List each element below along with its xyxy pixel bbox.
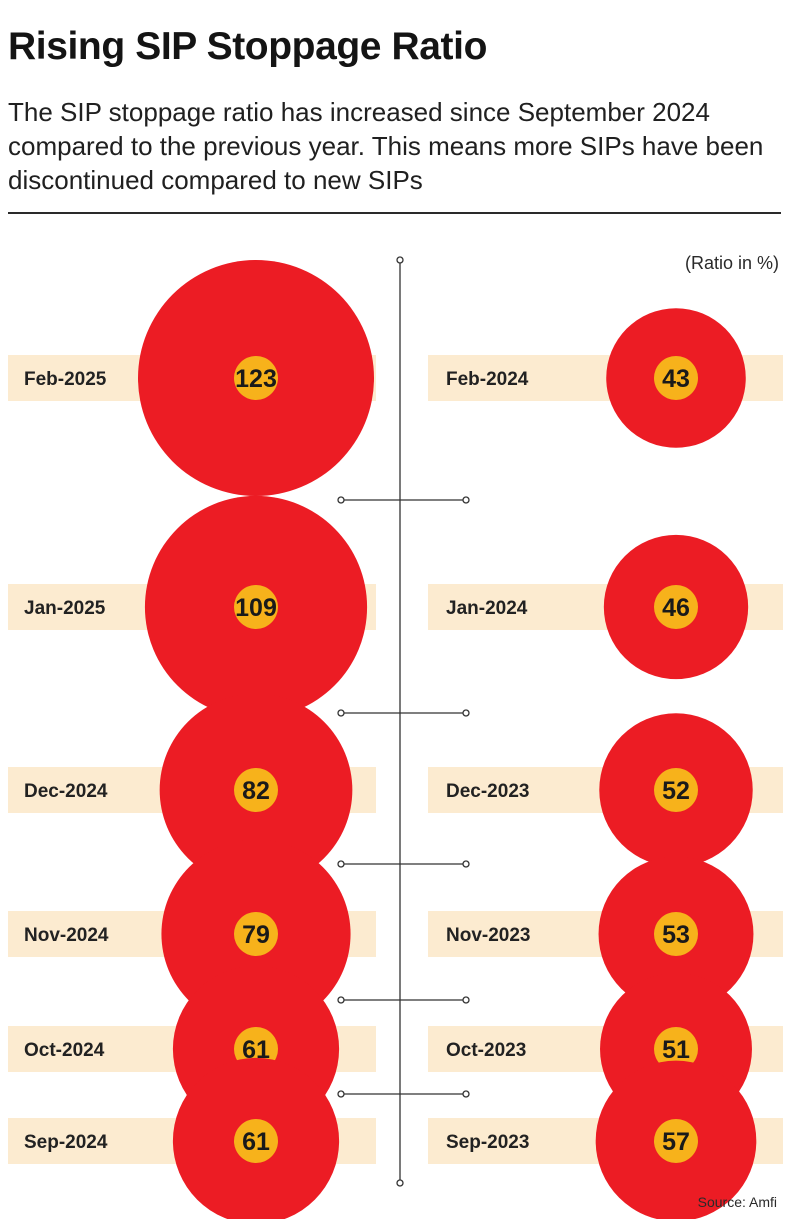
previous-year-value-disc: [654, 912, 698, 956]
current-year-month-label: Sep-2024: [24, 1132, 108, 1153]
current-year-value-disc: [234, 585, 278, 629]
current-year-month-label: Nov-2024: [24, 925, 109, 946]
separator-dot: [337, 996, 345, 1004]
previous-year-month-label: Jan-2024: [446, 598, 528, 619]
current-year-value-label: 61: [242, 1128, 270, 1156]
separator-dot: [462, 996, 470, 1004]
previous-year-month-label: Feb-2024: [446, 369, 529, 390]
current-year-value-disc: [234, 768, 278, 812]
source-note: Source: Amfi: [697, 1194, 777, 1210]
current-year-month-label: Feb-2025: [24, 369, 107, 390]
current-year-value-label: 79: [242, 921, 270, 949]
separator-dot: [462, 860, 470, 868]
current-year-value-label: 109: [235, 594, 277, 622]
axis-bottom-dot: [396, 1179, 404, 1187]
separator-dot: [337, 709, 345, 717]
current-year-value-disc: [234, 356, 278, 400]
current-year-month-label: Dec-2024: [24, 781, 108, 802]
separator-dot: [337, 1090, 345, 1098]
separator-dot: [337, 860, 345, 868]
previous-year-value-disc: [654, 585, 698, 629]
unit-note: (Ratio in %): [684, 253, 779, 273]
separator-dot: [462, 1090, 470, 1098]
previous-year-value-label: 52: [662, 777, 690, 805]
previous-year-value-disc: [654, 1027, 698, 1071]
previous-year-month-label: Sep-2023: [446, 1132, 529, 1153]
previous-year-month-label: Nov-2023: [446, 925, 531, 946]
previous-year-value-label: 43: [662, 365, 690, 393]
separator-dot: [337, 496, 345, 504]
previous-year-value-label: 53: [662, 921, 690, 949]
current-year-value-disc: [234, 1119, 278, 1163]
previous-year-month-label: Oct-2023: [446, 1040, 526, 1061]
previous-year-value-label: 51: [662, 1036, 690, 1064]
previous-year-value-disc: [654, 356, 698, 400]
previous-year-value-disc: [654, 1119, 698, 1163]
previous-year-value-disc: [654, 768, 698, 812]
chart-title: Rising SIP Stoppage Ratio: [8, 25, 488, 68]
current-year-value-disc: [234, 912, 278, 956]
current-year-month-label: Jan-2025: [24, 598, 106, 619]
previous-year-value-label: 57: [662, 1128, 690, 1156]
previous-year-value-label: 46: [662, 594, 690, 622]
separator-dot: [462, 709, 470, 717]
current-year-value-label: 123: [235, 365, 277, 393]
header-divider: [8, 212, 781, 214]
separator-dot: [462, 496, 470, 504]
previous-year-month-label: Dec-2023: [446, 781, 529, 802]
chart-subtitle: The SIP stoppage ratio has increased sin…: [8, 97, 764, 195]
current-year-value-label: 82: [242, 777, 270, 805]
axis-top-dot: [396, 256, 404, 264]
current-year-month-label: Oct-2024: [24, 1040, 105, 1061]
